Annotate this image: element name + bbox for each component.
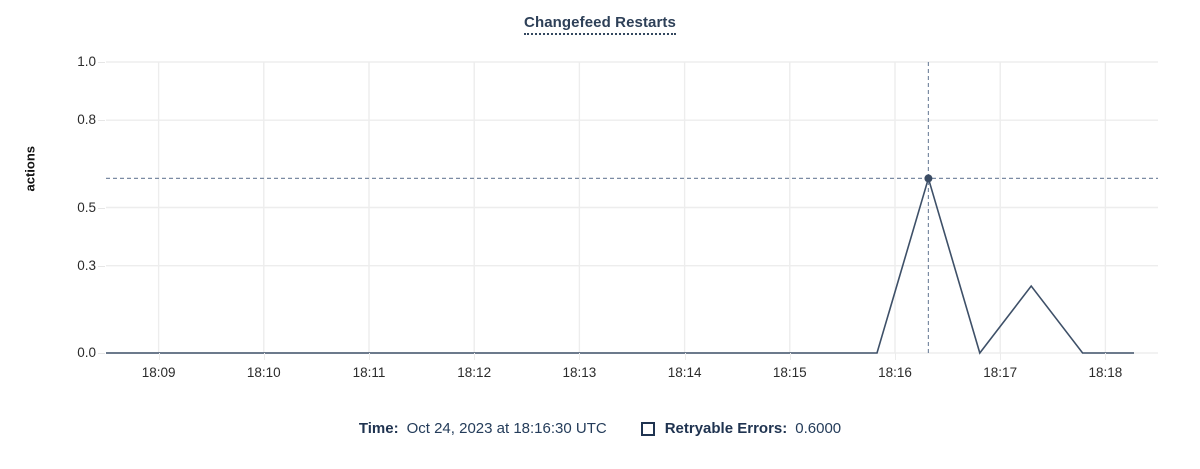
y-axis-title: actions — [22, 145, 38, 192]
x-tick-mark — [684, 353, 686, 360]
footer-series-group[interactable]: Retryable Errors: 0.6000 — [640, 420, 842, 437]
chart-title-text[interactable]: Changefeed Restarts — [524, 14, 676, 35]
footer-time-value: Oct 24, 2023 at 18:16:30 UTC — [406, 420, 607, 437]
x-axis-ticks: 18:09 18:10 18:11 18:12 18:13 18:14 18:15 18:16… — [106, 353, 1158, 383]
y-tick-label: 1.0 — [77, 54, 96, 69]
footer-time-group: Time: Oct 24, 2023 at 18:16:30 UTC — [359, 420, 607, 437]
x-tick-mark — [158, 353, 160, 360]
x-tick-label: 18:18 — [1088, 365, 1123, 380]
x-tick-label: 18:12 — [457, 365, 492, 380]
series-line-retryable-errors — [106, 175, 1134, 355]
y-axis-ticks: 1.0 0.8 0.5 0.3 0.0 — [50, 55, 105, 359]
x-tick-label: 18:10 — [246, 365, 281, 380]
plot-area[interactable] — [106, 61, 1158, 355]
y-tick-label: 0.8 — [77, 112, 96, 128]
y-tick-label: 0.5 — [77, 199, 96, 215]
footer-series-label: Retryable Errors: — [664, 420, 788, 437]
y-tick-mark — [98, 120, 105, 122]
x-tick-label: 18:14 — [667, 365, 702, 380]
x-tick-mark — [895, 353, 896, 360]
y-tick-label: 0.3 — [77, 257, 96, 273]
hover-point-marker — [924, 174, 933, 183]
x-tick-label: 18:11 — [352, 365, 386, 380]
y-tick-mark — [98, 207, 105, 209]
legend-checkbox-icon[interactable] — [640, 421, 655, 436]
x-tick-label: 18:09 — [141, 365, 176, 380]
x-tick-mark — [579, 353, 581, 360]
x-tick-label: 18:15 — [772, 365, 807, 380]
y-tick-mark — [98, 265, 105, 267]
chart-footer: Time: Oct 24, 2023 at 18:16:30 UTC Retry… — [0, 420, 1200, 437]
x-tick-label: 18:16 — [878, 365, 912, 380]
x-tick-mark — [1105, 353, 1107, 360]
footer-series-value: 0.6000 — [795, 420, 842, 437]
x-tick-label: 18:13 — [562, 365, 597, 380]
y-tick-label: 0.0 — [77, 345, 96, 360]
x-tick-label: 18:17 — [983, 365, 1018, 380]
x-tick-mark — [1000, 353, 1002, 360]
x-tick-mark — [789, 353, 791, 360]
x-tick-mark — [474, 353, 476, 360]
vertical-gridlines — [157, 62, 1107, 353]
y-tick-mark — [98, 353, 105, 354]
x-tick-mark — [369, 353, 370, 360]
x-tick-mark — [263, 353, 265, 360]
footer-time-label: Time: — [358, 420, 399, 437]
y-tick-mark — [98, 62, 105, 63]
chart-title: Changefeed Restarts — [0, 14, 1200, 35]
chart-canvas[interactable] — [106, 61, 1158, 355]
